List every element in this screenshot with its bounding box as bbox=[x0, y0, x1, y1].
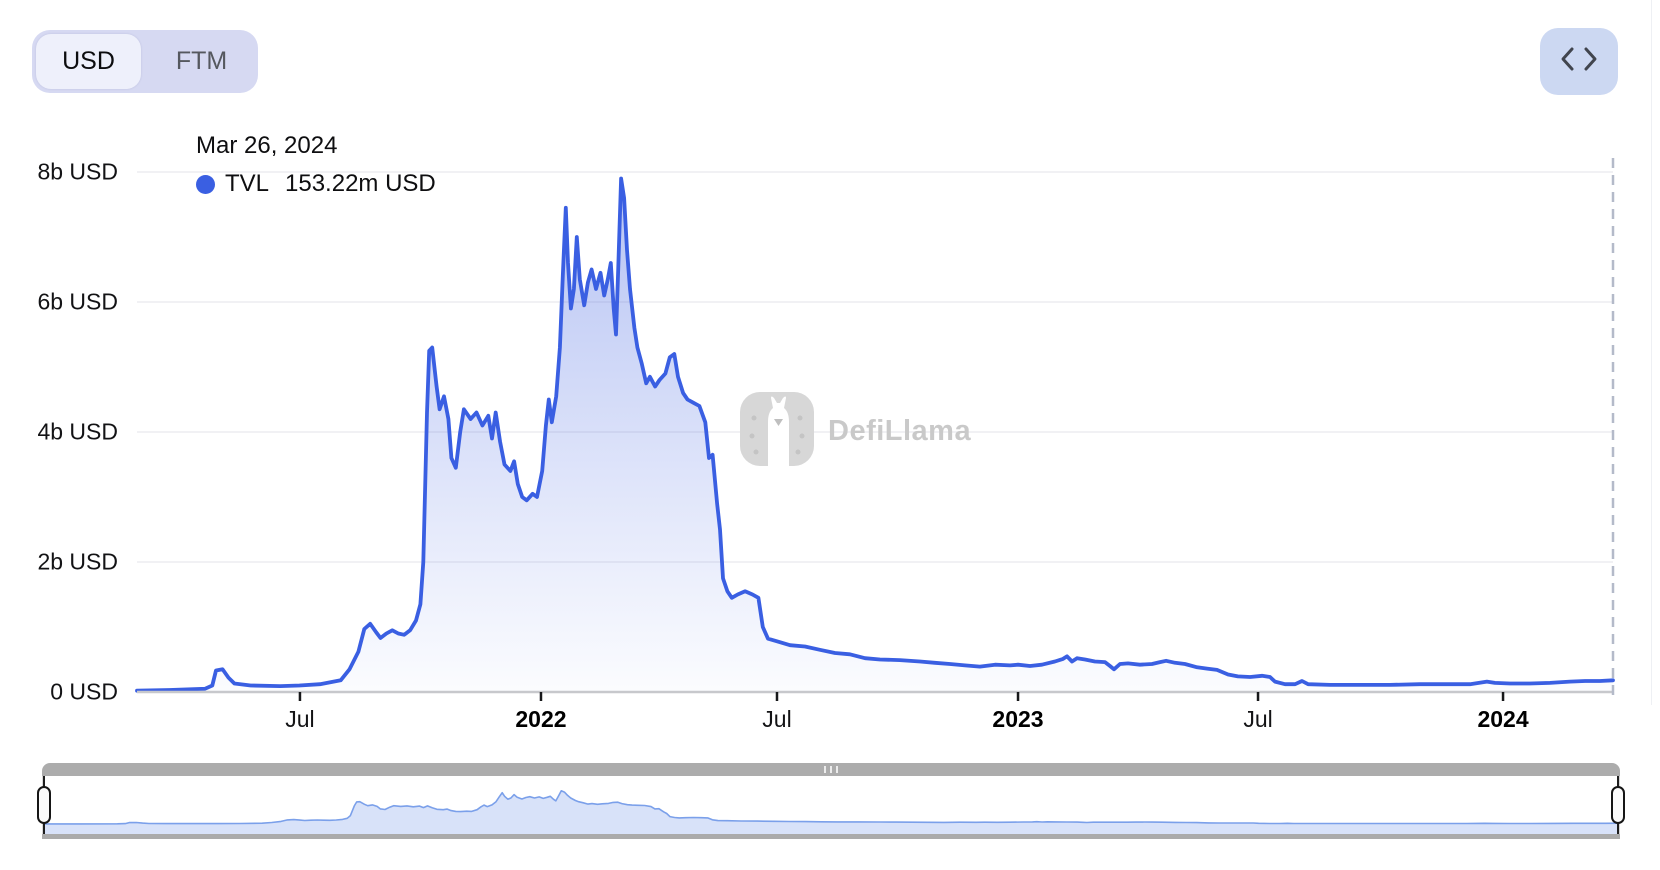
brush-left-handle[interactable] bbox=[37, 786, 51, 824]
brush-scrollbar-track[interactable] bbox=[42, 763, 1620, 776]
x-axis-tick-label: 2023 bbox=[992, 706, 1044, 732]
toggle-usd-label: USD bbox=[62, 47, 115, 75]
brush-bottom-bar bbox=[42, 834, 1620, 839]
tooltip-series-label: TVL bbox=[225, 170, 270, 197]
series-marker-dot-icon bbox=[196, 174, 215, 194]
brush-minimap-region[interactable] bbox=[42, 776, 1620, 834]
x-axis-tick-label: Jul bbox=[762, 706, 792, 732]
y-axis-tick-label: 8b USD bbox=[37, 158, 118, 185]
y-axis-tick-label: 4b USD bbox=[37, 418, 118, 445]
toggle-option-usd[interactable]: USD bbox=[36, 34, 141, 89]
x-axis-tick-label: Jul bbox=[285, 706, 315, 732]
y-axis-tick-label: 0 USD bbox=[50, 678, 118, 705]
x-axis-tick-label: 2024 bbox=[1477, 706, 1529, 732]
embed-code-button[interactable] bbox=[1540, 28, 1618, 95]
x-axis-tick-label: Jul bbox=[1243, 706, 1273, 732]
toggle-option-ftm[interactable]: FTM bbox=[149, 34, 254, 89]
defillama-llama-icon bbox=[740, 392, 814, 471]
defillama-watermark: DefiLlama bbox=[740, 392, 971, 471]
tooltip-row: TVL 153.22m USD bbox=[196, 170, 436, 198]
toggle-ftm-label: FTM bbox=[175, 47, 228, 75]
panel-right-edge bbox=[1651, 0, 1652, 705]
watermark-text: DefiLlama bbox=[828, 415, 972, 447]
brush-grip-icon[interactable] bbox=[824, 766, 838, 773]
x-axis-tick-label: 2022 bbox=[515, 706, 567, 732]
code-angle-brackets-icon bbox=[1558, 43, 1600, 80]
minimap-chart bbox=[45, 790, 1620, 834]
tooltip-value: 153.22m USD bbox=[285, 170, 436, 197]
y-axis-tick-label: 2b USD bbox=[37, 548, 118, 575]
brush-right-handle[interactable] bbox=[1611, 786, 1625, 824]
y-axis-tick-label: 6b USD bbox=[37, 288, 118, 315]
currency-toggle[interactable]: USD FTM bbox=[32, 30, 258, 93]
tooltip-date: Mar 26, 2024 bbox=[196, 132, 338, 159]
